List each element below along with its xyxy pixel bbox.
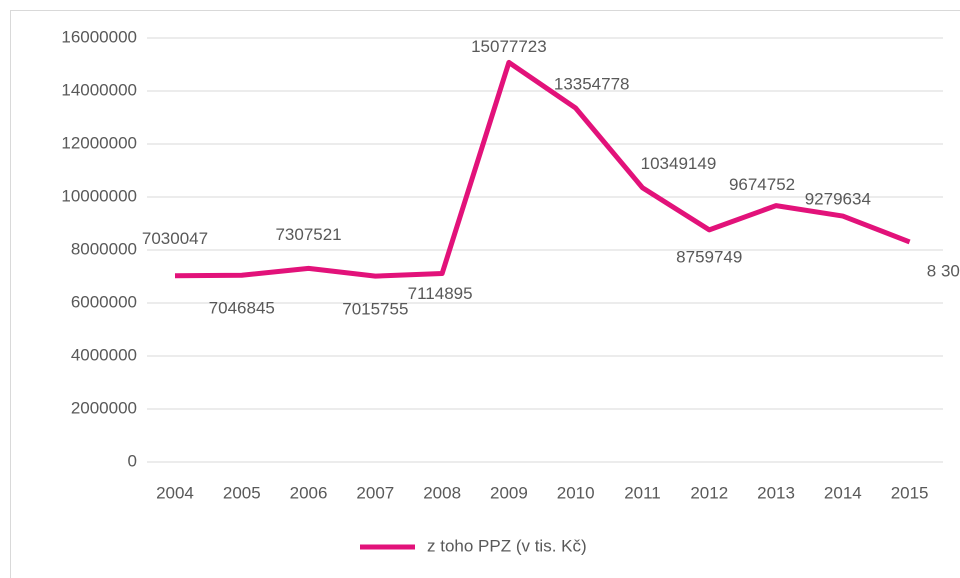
- y-tick-label: 14000000: [61, 80, 137, 99]
- data-label: 7046845: [209, 299, 275, 318]
- x-tick-label: 2005: [223, 483, 261, 502]
- y-tick-label: 2000000: [71, 398, 137, 417]
- x-tick-label: 2006: [290, 483, 328, 502]
- y-tick-label: 6000000: [71, 292, 137, 311]
- x-tick-label: 2009: [490, 483, 528, 502]
- data-label: 8759749: [676, 247, 742, 266]
- data-label: 7307521: [275, 225, 341, 244]
- y-tick-label: 4000000: [71, 345, 137, 364]
- x-tick-label: 2007: [356, 483, 394, 502]
- x-tick-label: 2014: [824, 483, 862, 502]
- x-tick-label: 2015: [891, 483, 929, 502]
- x-tick-label: 2008: [423, 483, 461, 502]
- x-tick-label: 2011: [624, 483, 661, 502]
- data-label: 8 303 370: [927, 261, 960, 280]
- legend-label: z toho PPZ (v tis. Kč): [427, 536, 587, 555]
- data-line: [174, 59, 911, 279]
- y-tick-label: 12000000: [61, 133, 137, 152]
- data-label: 7114895: [408, 284, 473, 303]
- x-tick-label: 2010: [557, 483, 595, 502]
- data-label: 7015755: [342, 300, 408, 319]
- y-tick-label: 16000000: [61, 27, 137, 46]
- x-tick-label: 2012: [690, 483, 728, 502]
- data-label: 13354778: [554, 75, 630, 94]
- y-tick-label: 8000000: [71, 239, 137, 258]
- chart-frame: [10, 10, 960, 578]
- y-tick-label: 10000000: [61, 186, 137, 205]
- x-tick-label: 2013: [757, 483, 795, 502]
- data-label: 15077723: [471, 37, 547, 56]
- data-label: 7030047: [142, 229, 208, 248]
- x-tick-label: 2004: [156, 483, 194, 502]
- data-label: 10349149: [641, 154, 717, 173]
- data-label: 9674752: [729, 175, 795, 194]
- y-tick-label: 0: [128, 451, 137, 470]
- data-label: 9279634: [805, 190, 871, 209]
